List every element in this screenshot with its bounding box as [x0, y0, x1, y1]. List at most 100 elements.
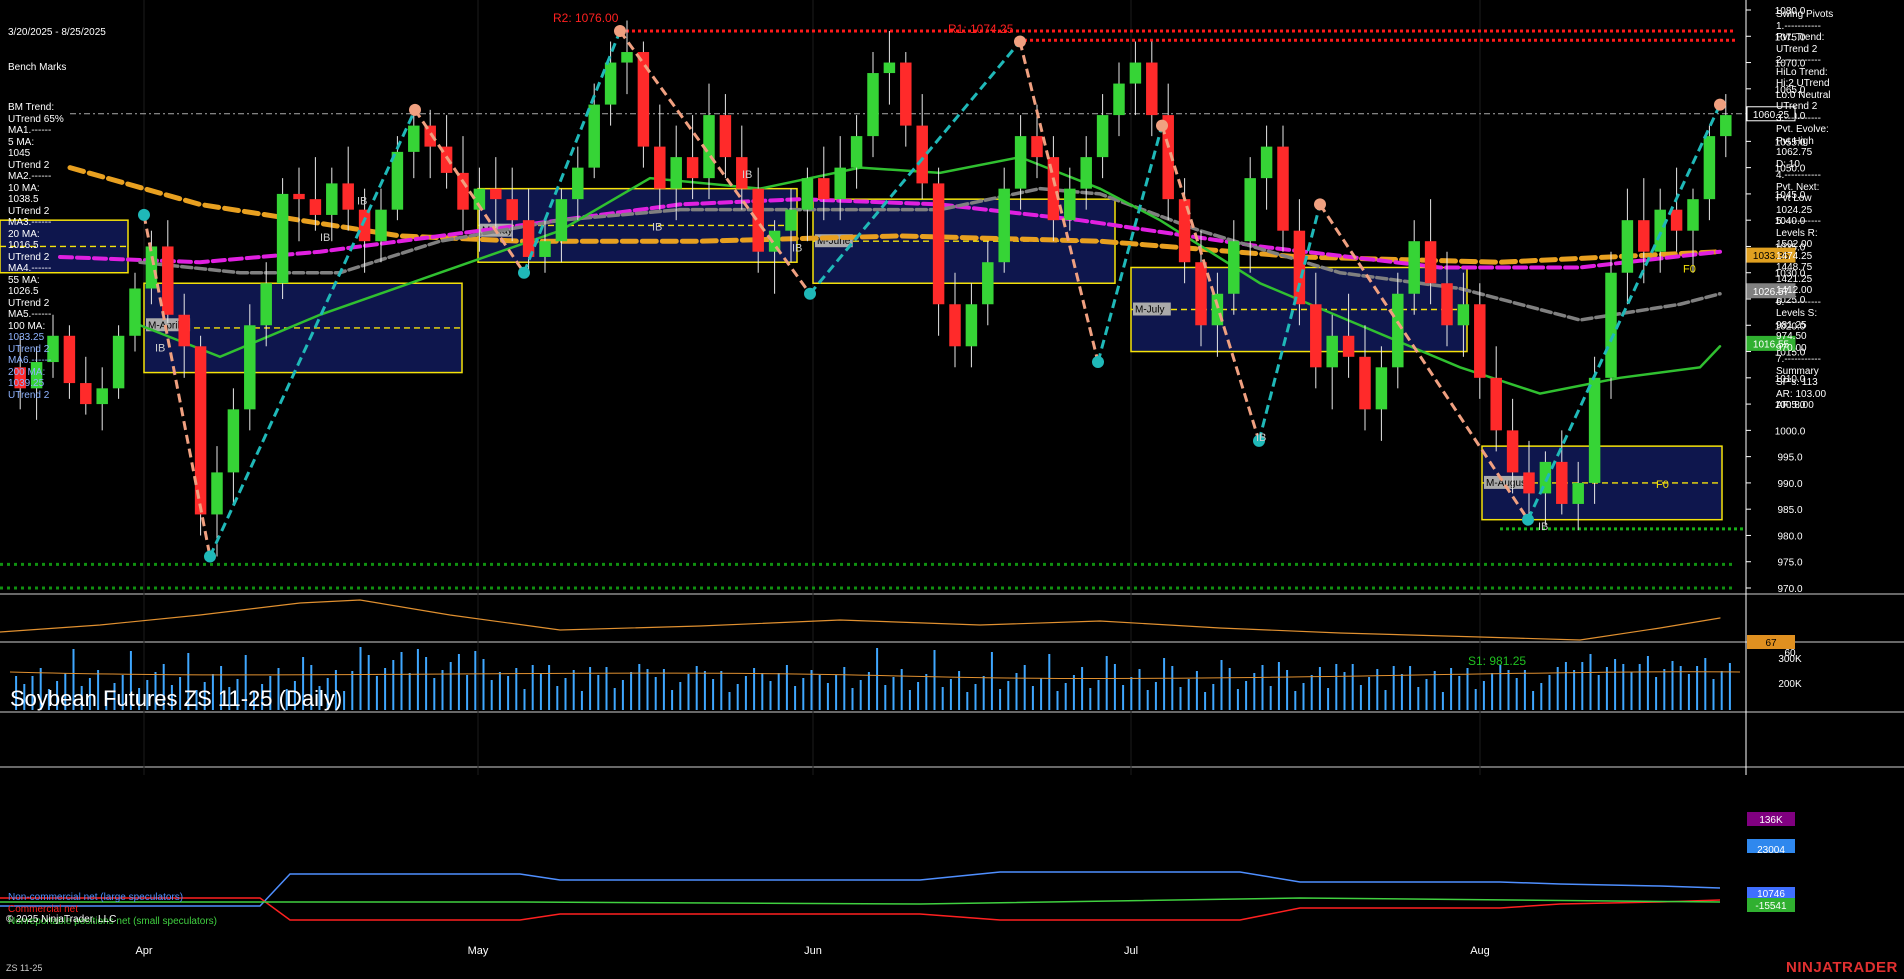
month-marker-label: M-July	[1135, 305, 1164, 316]
candle-body	[1392, 293, 1404, 368]
candle-body	[227, 409, 240, 473]
candle-body	[211, 472, 223, 515]
swing-high-marker	[1714, 98, 1726, 111]
candle-body	[1638, 220, 1650, 252]
swing-pivot-line: 970.00	[1776, 342, 1807, 354]
cot-legend-label: Non-commercial net (large speculators)	[8, 892, 183, 903]
candle-body	[276, 193, 289, 284]
swing-down-leg	[413, 109, 526, 274]
candle-body	[1080, 157, 1092, 189]
candle-body	[1096, 115, 1109, 158]
bench-mark-line: 5 MA:	[8, 136, 35, 148]
candle-body	[572, 167, 584, 200]
candle-body	[326, 183, 338, 215]
swing-pivots-panel: Swing Pivots 1.----------- Pvt. Trend: UTre…	[1776, 9, 1884, 412]
y-tick-label: 975.0	[1777, 558, 1802, 569]
swing-down-leg	[1160, 125, 1261, 442]
swing-pivot-line: Lo:0 Neutral	[1776, 89, 1831, 101]
zone-label: F0	[1656, 479, 1669, 491]
candle-body	[719, 115, 732, 158]
oscillator-tick-label: 60	[1784, 648, 1796, 659]
candle-body	[768, 230, 781, 252]
candle-body	[1457, 304, 1470, 326]
candle-body	[637, 52, 650, 147]
oscillator-line	[0, 599, 1721, 641]
candle-body	[457, 172, 469, 210]
candle-body	[1113, 83, 1125, 116]
candle-body	[1670, 209, 1683, 231]
candle-body	[834, 167, 846, 200]
x-tick-label: Apr	[135, 945, 152, 957]
candle-body	[522, 220, 535, 257]
y-tick-label: 1065.0	[1775, 85, 1806, 96]
bench-mark-line: 20 MA:	[8, 228, 40, 240]
y-tick-label: 1020.0	[1775, 321, 1806, 332]
candle-body	[1506, 430, 1519, 473]
bench-mark-line: 200 MA:	[8, 366, 46, 378]
candle-body	[1654, 209, 1666, 252]
candle-body	[490, 188, 502, 200]
resistance-label-r1: R1: 1074.25	[948, 22, 1014, 36]
swing-down-leg	[618, 30, 812, 295]
cot-badge	[1747, 887, 1795, 899]
swing-pivot-line: SP's: 113	[1776, 377, 1818, 388]
swing-pivot-line: Hi:2 UTrend	[1776, 78, 1830, 89]
price-badge-label: 1016.55	[1753, 339, 1790, 350]
ma-55-line	[138, 186, 1722, 322]
y-tick-label: 1040.0	[1775, 216, 1806, 227]
candle-body	[736, 157, 748, 189]
candle-body	[801, 178, 814, 210]
candle-body	[408, 125, 420, 152]
candle-body	[1326, 335, 1338, 368]
candle-body	[932, 183, 945, 305]
candle-body	[621, 52, 633, 63]
swing-up-leg	[1096, 125, 1164, 363]
bench-mark-line: MA1.------	[8, 125, 52, 136]
candle-body	[703, 115, 715, 179]
volume-tick-label: 300K	[1778, 654, 1802, 665]
candle-body	[1260, 146, 1273, 179]
candle-body	[178, 314, 190, 347]
cot-legend-label: Nonreportable positions net (small specu…	[8, 916, 217, 927]
candle-body	[424, 125, 436, 147]
candle-body	[752, 188, 764, 252]
candle-body	[1178, 199, 1191, 263]
candle-body	[1195, 262, 1207, 326]
candle-body	[883, 62, 896, 74]
zone-label: IB	[1256, 432, 1266, 444]
bench-marks-list: BM Trend: UTrend 65% MA1.------ 5 MA: 1045 UT…	[8, 102, 158, 401]
candle-body	[1474, 304, 1486, 378]
price-badge	[1746, 335, 1796, 351]
swing-pivot-line: Pvt Low	[1776, 193, 1812, 204]
zone-label: IB	[652, 222, 662, 234]
zone-label: IB	[1538, 521, 1548, 533]
month-marker-label: M-April	[148, 320, 180, 331]
candle-body	[14, 367, 26, 389]
candle-body	[1539, 461, 1552, 494]
swing-low-marker	[204, 550, 216, 563]
swing-pivot-line: Pvt High	[1776, 135, 1814, 147]
swing-pivot-line: 6.-----------	[1776, 296, 1821, 308]
resistance-label-r2: R2: 1076.00	[553, 11, 619, 25]
swing-high-marker	[1014, 35, 1026, 48]
cot-badge-label: 10746	[1757, 889, 1785, 900]
y-tick-label: 1015.0	[1775, 348, 1806, 359]
swing-pivot-line: 1502.00	[1776, 239, 1813, 250]
candle-body	[1293, 230, 1306, 305]
y-tick-label: 1005.0	[1775, 400, 1806, 411]
candle-body	[1310, 304, 1322, 368]
bench-marks-panel: 3/20/2025 - 8/25/2025 Bench Marks BM Tre…	[8, 4, 158, 413]
candle-body	[1605, 272, 1617, 378]
oscillator-badge-label: 67	[1765, 638, 1777, 649]
chart-title: Soybean Futures ZS 11-25 (Daily)	[10, 686, 343, 711]
y-tick-label: 1050.0	[1775, 164, 1806, 175]
candle-body	[1621, 220, 1634, 273]
candle-body	[539, 241, 551, 257]
candle-body	[1588, 377, 1601, 483]
candle-body	[916, 125, 928, 184]
swing-low-marker	[804, 287, 816, 300]
y-tick-label: 1075.0	[1775, 32, 1806, 43]
swing-pivot-line: Summary	[1776, 365, 1819, 377]
price-badge	[1746, 106, 1796, 122]
